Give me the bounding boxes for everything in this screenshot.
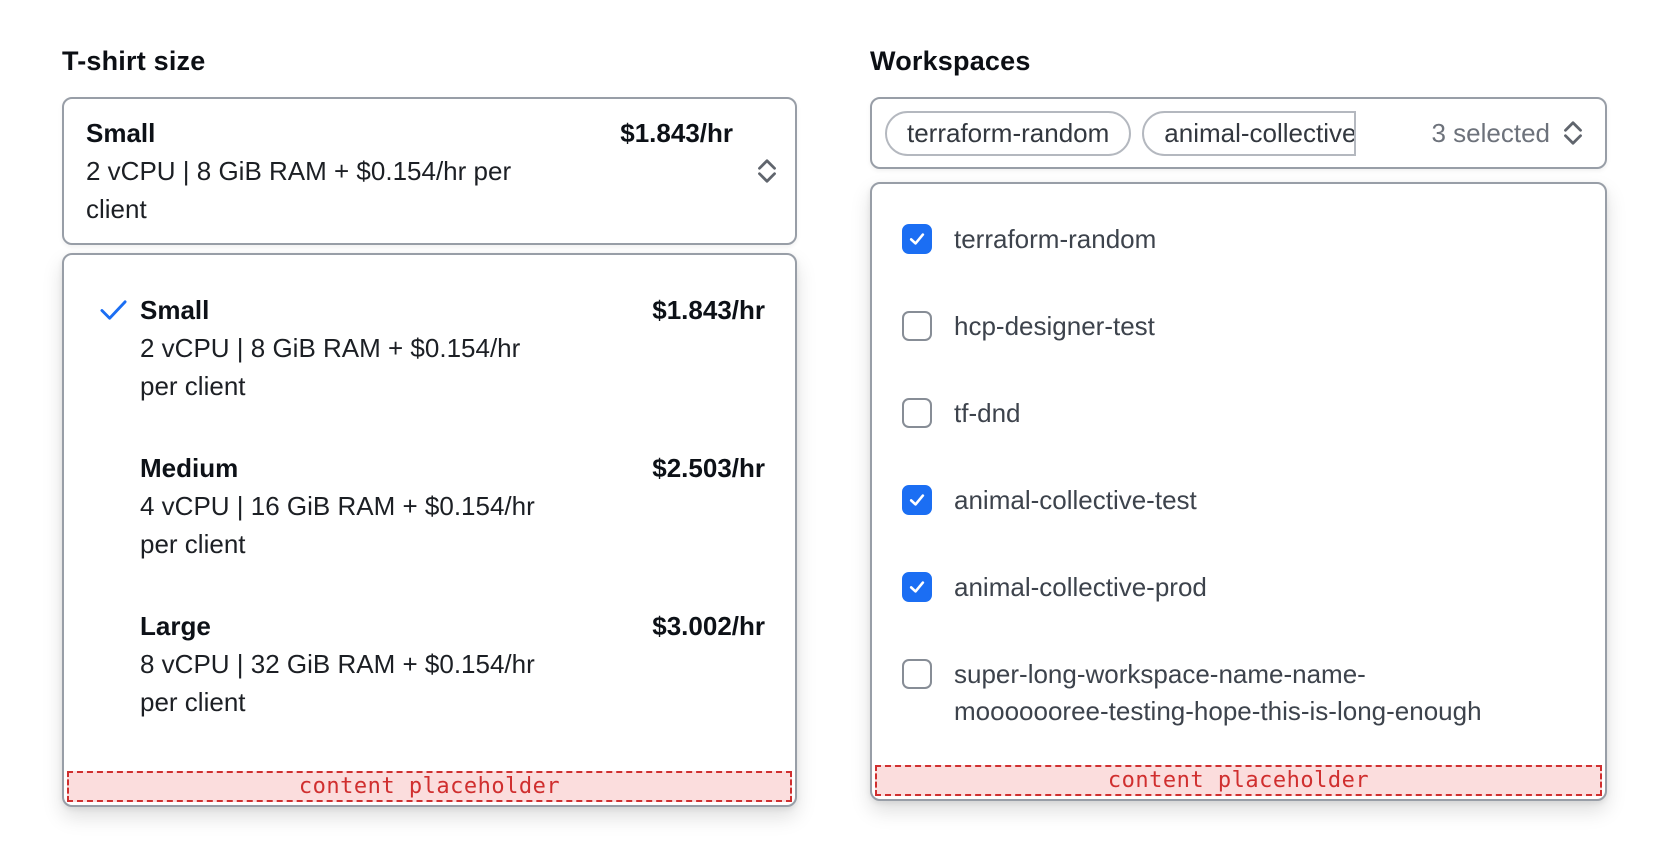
content-placeholder: content placeholder xyxy=(875,765,1602,796)
selected-option-description: 2 vCPU | 8 GiB RAM + $0.154/hr per clien… xyxy=(86,156,512,224)
checkbox[interactable] xyxy=(902,659,932,689)
workspace-name: terraform-random xyxy=(954,224,1157,254)
selected-option-title: Small xyxy=(86,118,156,148)
option-description: 2 vCPU | 8 GiB RAM + $0.154/hr per clien… xyxy=(140,333,521,401)
checkbox-check-icon xyxy=(909,233,925,245)
selected-count-text: 3 selected xyxy=(1431,117,1550,148)
check-icon xyxy=(98,291,140,329)
tshirt-size-section: T-shirt size Small $1.843/hr 2 vCPU | 8 … xyxy=(62,46,797,807)
workspace-row-terraform-random[interactable]: terraform-random xyxy=(872,196,1605,283)
caret-sort-icon xyxy=(733,114,779,228)
option-description: 8 vCPU | 32 GiB RAM + $0.154/hr per clie… xyxy=(140,649,535,717)
tshirt-size-label: T-shirt size xyxy=(62,46,206,76)
checkbox[interactable] xyxy=(902,311,932,341)
workspace-row-super-long-name[interactable]: super-long-workspace-name-name-moooooore… xyxy=(872,631,1605,755)
workspace-name: hcp-designer-test xyxy=(954,311,1155,341)
selected-tag-pill[interactable]: terraform-random xyxy=(885,110,1132,156)
checkbox[interactable] xyxy=(902,572,932,602)
option-price: $2.503/hr xyxy=(652,453,765,483)
option-price: $1.843/hr xyxy=(652,295,765,325)
workspaces-section: Workspaces terraform-random animal-colle… xyxy=(870,46,1607,801)
option-small[interactable]: Small 2 vCPU | 8 GiB RAM + $0.154/hr per… xyxy=(64,269,795,427)
workspace-name: tf-dnd xyxy=(954,398,1021,428)
selected-tag-pill-truncated[interactable]: animal-collective xyxy=(1142,110,1357,156)
selected-option-price: $1.843/hr xyxy=(620,118,733,148)
checkbox-check-icon xyxy=(909,581,925,593)
option-medium[interactable]: Medium 4 vCPU | 16 GiB RAM + $0.154/hr p… xyxy=(64,427,795,585)
workspace-row-tf-dnd[interactable]: tf-dnd xyxy=(872,370,1605,457)
option-price: $3.002/hr xyxy=(652,611,765,641)
workspace-name: animal-collective-prod xyxy=(954,572,1207,602)
workspace-row-animal-collective-prod[interactable]: animal-collective-prod xyxy=(872,544,1605,631)
option-description: 4 vCPU | 16 GiB RAM + $0.154/hr per clie… xyxy=(140,491,535,559)
checkbox[interactable] xyxy=(902,224,932,254)
checkbox[interactable] xyxy=(902,398,932,428)
trigger-selected-option: Small $1.843/hr 2 vCPU | 8 GiB RAM + $0.… xyxy=(86,114,733,228)
workspace-row-hcp-designer-test[interactable]: hcp-designer-test xyxy=(872,283,1605,370)
checkbox[interactable] xyxy=(902,485,932,515)
workspaces-label: Workspaces xyxy=(870,46,1031,76)
tshirt-size-trigger[interactable]: Small $1.843/hr 2 vCPU | 8 GiB RAM + $0.… xyxy=(62,97,797,245)
workspaces-listbox: terraform-random hcp-designer-test tf-dn… xyxy=(870,182,1607,801)
workspace-name: super-long-workspace-name-name-moooooore… xyxy=(954,659,1482,726)
option-large[interactable]: Large 8 vCPU | 32 GiB RAM + $0.154/hr pe… xyxy=(64,585,795,743)
option-title: Medium xyxy=(140,453,239,483)
tshirt-size-listbox: Small 2 vCPU | 8 GiB RAM + $0.154/hr per… xyxy=(62,253,797,807)
workspaces-trigger[interactable]: terraform-random animal-collective 3 sel… xyxy=(870,97,1607,169)
checkbox-check-icon xyxy=(909,494,925,506)
content-placeholder: content placeholder xyxy=(67,771,792,802)
option-title: Small xyxy=(140,295,210,325)
workspace-name: animal-collective-test xyxy=(954,485,1197,515)
option-title: Large xyxy=(140,611,211,641)
caret-sort-icon xyxy=(1561,119,1585,147)
workspace-row-animal-collective-test[interactable]: animal-collective-test xyxy=(872,457,1605,544)
